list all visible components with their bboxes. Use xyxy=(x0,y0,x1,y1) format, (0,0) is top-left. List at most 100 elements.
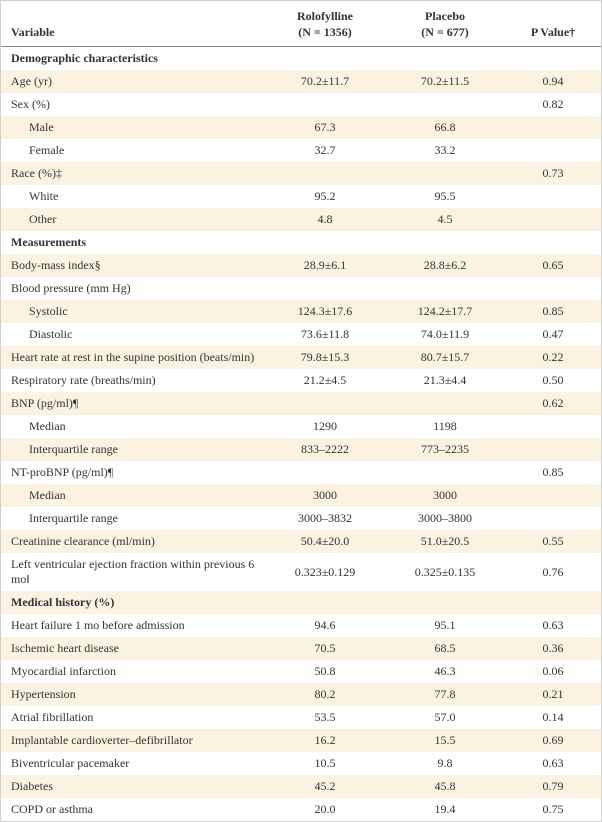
col-header-group-b: Placebo (N = 677) xyxy=(385,1,505,47)
cell-label: Age (yr) xyxy=(1,70,265,93)
cell-group-a: 53.5 xyxy=(265,706,385,729)
cell-group-b: 9.8 xyxy=(385,752,505,775)
cell-group-a xyxy=(265,47,385,71)
baseline-characteristics-table: Variable Rolofylline (N = 1356) Placebo … xyxy=(0,0,602,822)
cell-pvalue: 0.62 xyxy=(505,392,601,415)
table-row: Heart rate at rest in the supine positio… xyxy=(1,346,601,369)
table-row: Diastolic73.6±11.874.0±11.90.47 xyxy=(1,323,601,346)
cell-group-b xyxy=(385,277,505,300)
cell-group-b: 15.5 xyxy=(385,729,505,752)
table-row: NT-proBNP (pg/ml)¶0.85 xyxy=(1,461,601,484)
group-a-name: Rolofylline xyxy=(297,9,353,23)
cell-group-a: 4.8 xyxy=(265,208,385,231)
cell-group-a: 28.9±6.1 xyxy=(265,254,385,277)
cell-group-a: 70.2±11.7 xyxy=(265,70,385,93)
cell-pvalue xyxy=(505,484,601,507)
cell-pvalue: 0.85 xyxy=(505,461,601,484)
cell-pvalue xyxy=(505,208,601,231)
cell-label: Diabetes xyxy=(1,775,265,798)
cell-label: Other xyxy=(1,208,265,231)
cell-group-a: 94.6 xyxy=(265,614,385,637)
cell-pvalue: 0.73 xyxy=(505,162,601,185)
cell-group-a: 3000 xyxy=(265,484,385,507)
cell-group-b: 51.0±20.5 xyxy=(385,530,505,553)
cell-group-a: 833–2222 xyxy=(265,438,385,461)
table-row: Atrial fibrillation53.557.00.14 xyxy=(1,706,601,729)
cell-group-b xyxy=(385,93,505,116)
cell-pvalue: 0.76 xyxy=(505,553,601,591)
table-row: Left ventricular ejection fraction withi… xyxy=(1,553,601,591)
cell-label: Systolic xyxy=(1,300,265,323)
cell-group-a: 0.323±0.129 xyxy=(265,553,385,591)
cell-group-a: 21.2±4.5 xyxy=(265,369,385,392)
cell-label: Male xyxy=(1,116,265,139)
table-row: Creatinine clearance (ml/min)50.4±20.051… xyxy=(1,530,601,553)
cell-label: Creatinine clearance (ml/min) xyxy=(1,530,265,553)
cell-group-b xyxy=(385,461,505,484)
data-table: Variable Rolofylline (N = 1356) Placebo … xyxy=(1,1,601,821)
table-row: Medical history (%) xyxy=(1,591,601,614)
cell-group-b: 33.2 xyxy=(385,139,505,162)
cell-group-b: 77.8 xyxy=(385,683,505,706)
cell-pvalue: 0.69 xyxy=(505,729,601,752)
table-row: Measurements xyxy=(1,231,601,254)
cell-group-a xyxy=(265,231,385,254)
cell-group-a: 50.4±20.0 xyxy=(265,530,385,553)
cell-pvalue: 0.14 xyxy=(505,706,601,729)
cell-group-a xyxy=(265,93,385,116)
cell-group-b xyxy=(385,47,505,71)
cell-group-b: 773–2235 xyxy=(385,438,505,461)
cell-label: Medical history (%) xyxy=(1,591,265,614)
cell-group-a: 73.6±11.8 xyxy=(265,323,385,346)
col-header-pvalue: P Value† xyxy=(505,1,601,47)
cell-label: Hypertension xyxy=(1,683,265,706)
cell-pvalue: 0.63 xyxy=(505,614,601,637)
cell-pvalue xyxy=(505,277,601,300)
table-row: Respiratory rate (breaths/min)21.2±4.521… xyxy=(1,369,601,392)
table-row: Biventricular pacemaker10.59.80.63 xyxy=(1,752,601,775)
cell-pvalue: 0.82 xyxy=(505,93,601,116)
cell-label: Body-mass index§ xyxy=(1,254,265,277)
cell-pvalue: 0.22 xyxy=(505,346,601,369)
table-row: Interquartile range3000–38323000–3800 xyxy=(1,507,601,530)
cell-group-b: 74.0±11.9 xyxy=(385,323,505,346)
cell-group-b: 70.2±11.5 xyxy=(385,70,505,93)
table-row: Race (%)‡0.73 xyxy=(1,162,601,185)
col-header-group-a: Rolofylline (N = 1356) xyxy=(265,1,385,47)
cell-group-b xyxy=(385,231,505,254)
cell-label: Measurements xyxy=(1,231,265,254)
table-row: Myocardial infarction50.846.30.06 xyxy=(1,660,601,683)
cell-label: Myocardial infarction xyxy=(1,660,265,683)
group-b-n: (N = 677) xyxy=(421,25,469,39)
table-row: Other4.84.5 xyxy=(1,208,601,231)
cell-group-a: 16.2 xyxy=(265,729,385,752)
cell-group-b: 3000 xyxy=(385,484,505,507)
cell-label: Respiratory rate (breaths/min) xyxy=(1,369,265,392)
cell-label: White xyxy=(1,185,265,208)
cell-label: Demographic characteristics xyxy=(1,47,265,71)
cell-group-b: 19.4 xyxy=(385,798,505,821)
cell-group-b: 1198 xyxy=(385,415,505,438)
cell-group-b: 95.5 xyxy=(385,185,505,208)
cell-label: Blood pressure (mm Hg) xyxy=(1,277,265,300)
table-row: Diabetes45.245.80.79 xyxy=(1,775,601,798)
cell-group-b: 3000–3800 xyxy=(385,507,505,530)
cell-group-a xyxy=(265,162,385,185)
cell-label: Sex (%) xyxy=(1,93,265,116)
cell-pvalue: 0.75 xyxy=(505,798,601,821)
cell-group-b: 21.3±4.4 xyxy=(385,369,505,392)
cell-group-b: 0.325±0.135 xyxy=(385,553,505,591)
cell-group-a: 50.8 xyxy=(265,660,385,683)
cell-pvalue: 0.06 xyxy=(505,660,601,683)
cell-group-b: 28.8±6.2 xyxy=(385,254,505,277)
cell-label: Diastolic xyxy=(1,323,265,346)
table-row: Interquartile range833–2222773–2235 xyxy=(1,438,601,461)
cell-group-a: 124.3±17.6 xyxy=(265,300,385,323)
cell-group-a: 95.2 xyxy=(265,185,385,208)
cell-group-a: 3000–3832 xyxy=(265,507,385,530)
cell-group-a: 67.3 xyxy=(265,116,385,139)
cell-group-b: 46.3 xyxy=(385,660,505,683)
cell-pvalue xyxy=(505,185,601,208)
cell-group-b: 45.8 xyxy=(385,775,505,798)
table-row: Body-mass index§28.9±6.128.8±6.20.65 xyxy=(1,254,601,277)
